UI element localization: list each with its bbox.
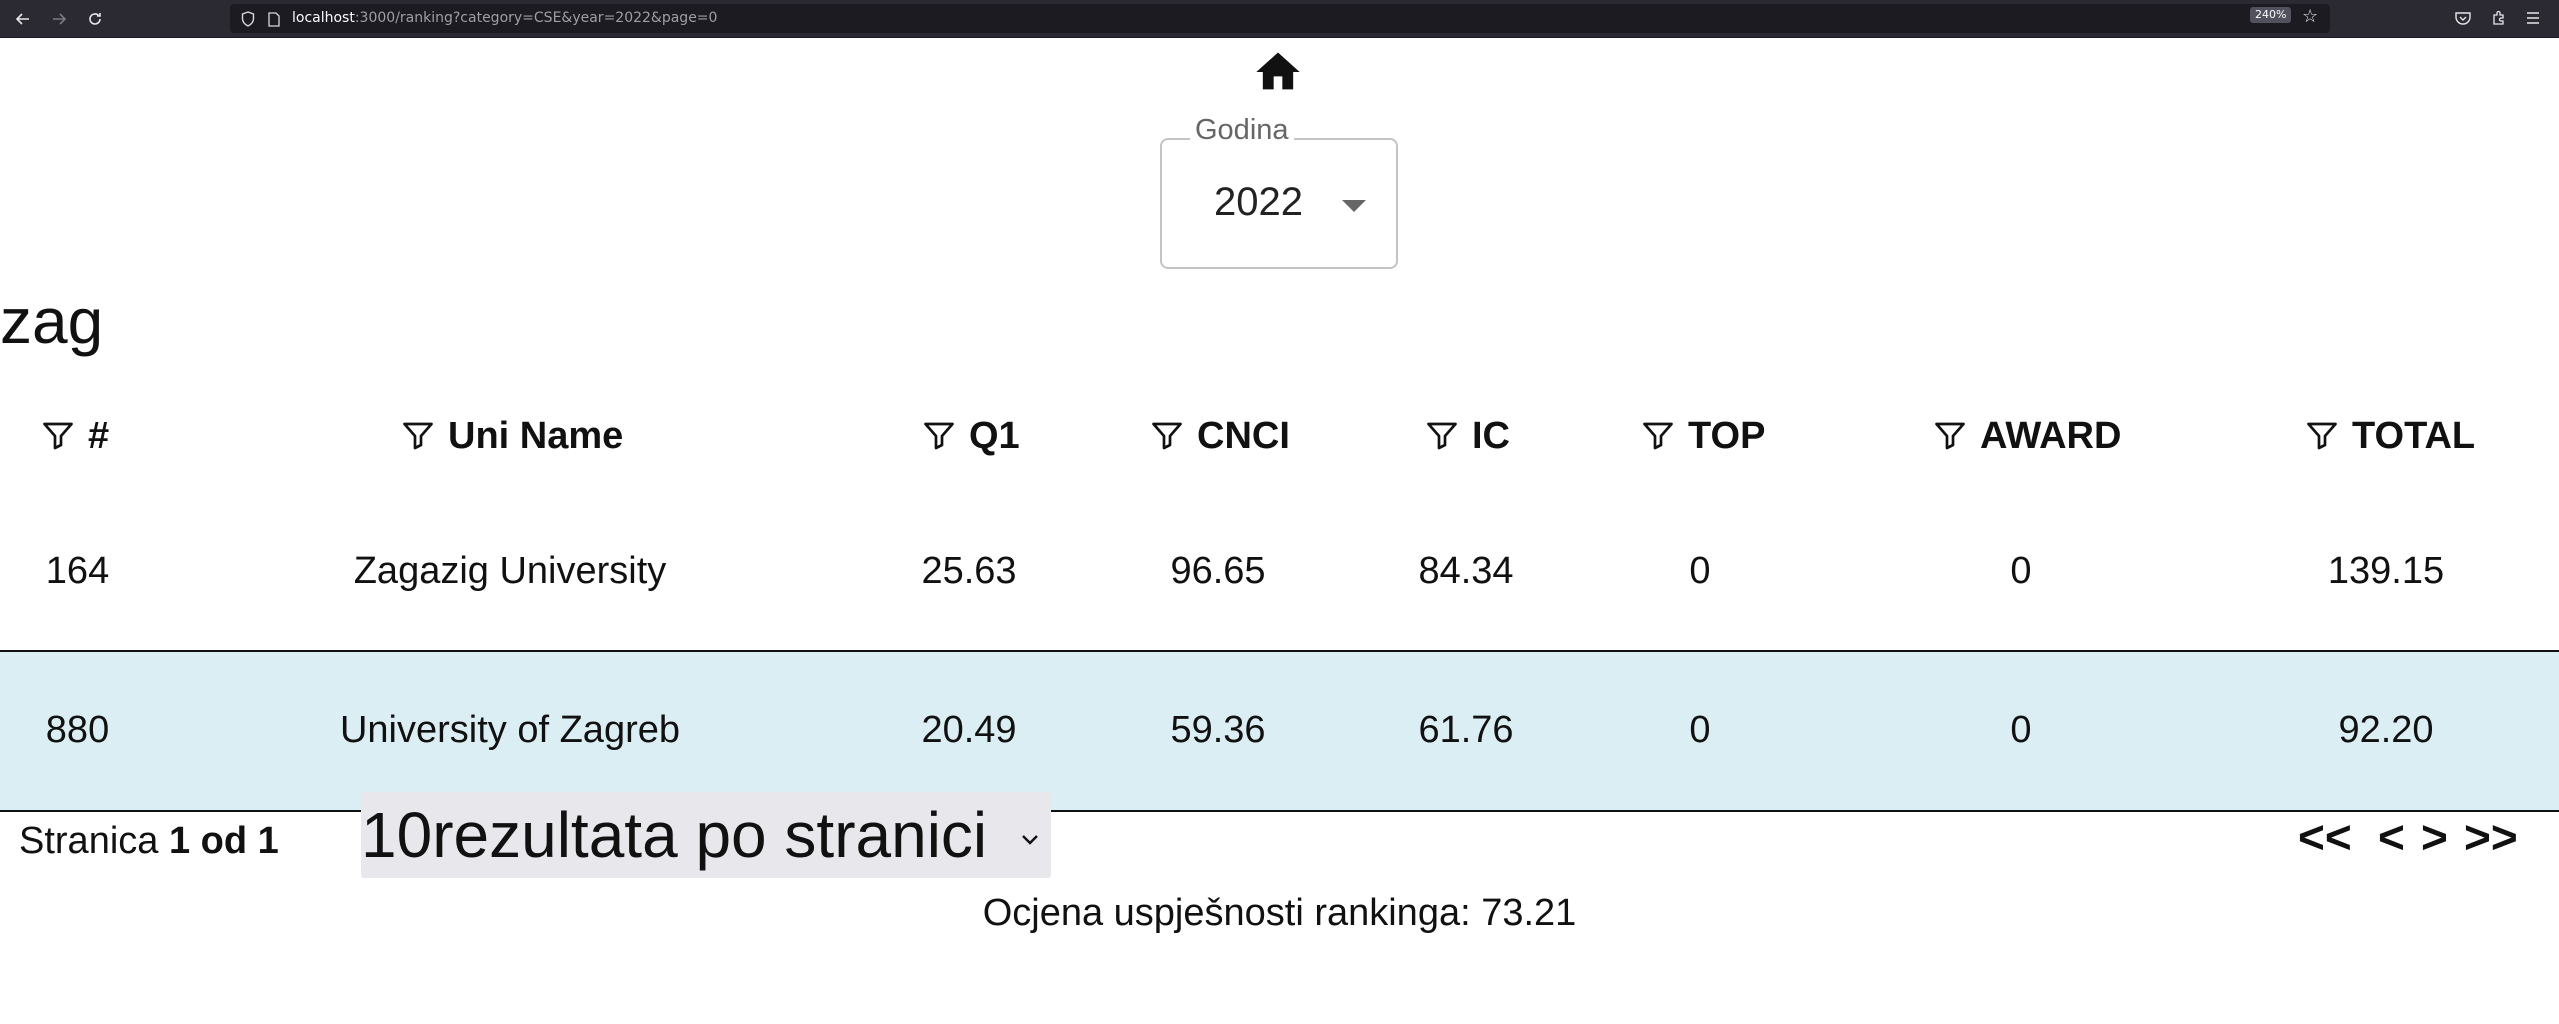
table-row[interactable]: 164 Zagazig University 25.63 96.65 84.34… [0,493,2559,652]
filter-icon[interactable] [921,418,957,454]
filter-icon[interactable] [400,418,436,454]
table-header: # Uni Name Q1 CNCI IC TOP [0,383,2559,493]
shield-icon[interactable] [240,11,256,27]
column-header-uni-name[interactable]: Uni Name [400,411,623,461]
filter-icon[interactable] [1149,418,1185,454]
cell-total: 139.15 [2327,550,2445,592]
forward-button[interactable] [46,6,72,32]
reload-button[interactable] [82,6,108,32]
filter-icon[interactable] [1640,418,1676,454]
bookmark-star-icon[interactable]: ☆ [2302,6,2319,26]
ranking-page: Godina 2022 zag # Uni Name Q1 CNCI [0,38,2559,1024]
year-select-label: Godina [1190,114,1294,147]
page-word: Stranica [19,820,159,862]
year-select-value: 2022 [1214,180,1303,224]
first-page-button[interactable]: << [2298,811,2352,863]
dropdown-caret-icon [1342,200,1366,212]
reload-icon [89,13,101,25]
ranking-score-text: Ocjena uspješnosti rankinga: 73.21 [982,892,1577,934]
page-size-suffix: rezultata po stranici [432,799,988,871]
cell-uni-name: Zagazig University [353,550,667,592]
cell-ic: 61.76 [1418,709,1514,751]
cell-award: 0 [2010,550,2032,592]
pocket-icon[interactable] [2452,7,2474,29]
prev-page-button[interactable]: < [2378,811,2405,863]
table-row[interactable]: 880 University of Zagreb 20.49 59.36 61.… [0,652,2559,812]
column-header-total[interactable]: TOTAL [2304,411,2475,461]
back-button[interactable] [10,6,36,32]
page-info: 1 od 1 [168,820,279,862]
cell-q1: 20.49 [921,709,1017,751]
cell-top: 0 [1689,709,1711,751]
cell-award: 0 [2010,709,2032,751]
column-header-cnci[interactable]: CNCI [1149,411,1290,461]
column-label: TOTAL [2352,414,2476,457]
cell-top: 0 [1689,550,1711,592]
column-label: TOP [1688,414,1766,457]
arrow-left-icon [15,13,29,25]
column-label: # [88,414,110,457]
column-header-ic[interactable]: IC [1424,411,1510,461]
year-select[interactable]: Godina 2022 [1160,114,1398,269]
column-header-award[interactable]: AWARD [1932,411,2121,461]
home-icon[interactable] [1252,46,1304,98]
cell-q1: 25.63 [921,550,1017,592]
zoom-level-badge[interactable]: 240% [2250,7,2292,23]
filter-icon[interactable] [1424,418,1460,454]
cell-total: 92.20 [2338,709,2434,751]
cell-rank: 880 [45,709,110,751]
page-size-number: 10 [361,799,433,871]
extensions-icon[interactable] [2488,7,2510,29]
url-path: :3000/ranking?category=CSE&year=2022&pag… [354,10,718,26]
column-label: IC [1472,414,1510,457]
ranking-table: # Uni Name Q1 CNCI IC TOP [0,383,2559,812]
browser-toolbar: localhost:3000/ranking?category=CSE&year… [0,0,2559,38]
column-label: Q1 [969,414,1020,457]
cell-uni-name: University of Zagreb [339,709,680,751]
page-icon[interactable] [266,11,282,27]
page-indicator: Stranica 1 od 1 [19,820,279,863]
filter-icon[interactable] [2304,418,2340,454]
url-host: localhost [292,10,355,26]
menu-icon[interactable] [2522,7,2544,29]
cell-cnci: 59.36 [1170,709,1266,751]
column-header-rank[interactable]: # [40,411,109,461]
cell-cnci: 96.65 [1170,550,1266,592]
column-label: CNCI [1197,414,1290,457]
chevron-down-icon [1021,822,1039,853]
column-header-q1[interactable]: Q1 [921,411,1020,461]
cell-rank: 164 [45,550,110,592]
last-page-button[interactable]: >> [2464,811,2518,863]
cell-ic: 84.34 [1418,550,1514,592]
column-header-top[interactable]: TOP [1640,411,1765,461]
next-page-button[interactable]: > [2421,811,2448,863]
column-label: Uni Name [448,414,624,457]
page-size-value: 10rezultata po stranici [361,798,987,872]
page-size-select[interactable]: 10rezultata po stranici [361,792,1051,878]
address-bar[interactable]: localhost:3000/ranking?category=CSE&year… [230,4,2330,33]
arrow-right-icon [53,13,67,25]
search-query-text: zag [0,285,104,357]
url-text: localhost:3000/ranking?category=CSE&year… [292,10,717,26]
filter-icon[interactable] [40,418,76,454]
column-label: AWARD [1980,414,2122,457]
filter-icon[interactable] [1932,418,1968,454]
